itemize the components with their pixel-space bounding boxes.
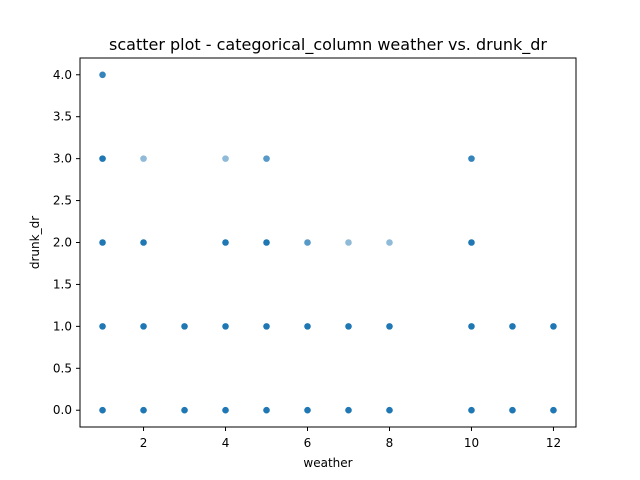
data-point [509, 406, 516, 414]
data-point [468, 239, 475, 246]
data-point [304, 239, 311, 246]
data-point [468, 323, 475, 330]
data-point [222, 155, 229, 162]
data-point [509, 323, 516, 330]
data-point [263, 239, 270, 246]
x-tick-label: 2 [140, 436, 148, 450]
data-point [550, 406, 557, 414]
y-axis-ticks: 0.0 0.5 1.0 1.5 2.0 2.5 3.0 3.5 4.0 [53, 68, 80, 417]
data-point [99, 71, 106, 79]
data-point [140, 406, 147, 414]
y-tick-label: 2.0 [53, 236, 72, 250]
x-tick-label: 8 [386, 436, 394, 450]
x-axis-ticks: 2 4 6 8 10 12 [140, 427, 561, 450]
data-point [550, 323, 557, 330]
data-point [386, 323, 393, 330]
data-point [140, 323, 147, 330]
points-layer [99, 71, 557, 414]
y-tick-label: 3.5 [53, 110, 72, 124]
data-point [263, 155, 270, 162]
data-point [99, 323, 106, 330]
data-point [386, 239, 393, 246]
data-point [304, 323, 311, 330]
y-tick-label: 2.5 [53, 194, 72, 208]
data-point [181, 323, 188, 330]
chart-title: scatter plot - categorical_column weathe… [109, 35, 547, 55]
data-point [140, 155, 147, 162]
data-point [304, 406, 311, 414]
data-point [345, 239, 352, 246]
data-point [222, 323, 229, 330]
data-point [468, 406, 475, 414]
data-point [181, 406, 188, 414]
data-point [222, 239, 229, 246]
data-point [99, 239, 106, 246]
y-axis-label: drunk_dr [28, 216, 42, 269]
data-point [222, 406, 229, 414]
x-axis-label: weather [303, 456, 352, 470]
data-point [263, 323, 270, 330]
data-point [386, 406, 393, 414]
y-tick-label: 1.5 [53, 277, 72, 291]
y-tick-label: 0.5 [53, 361, 72, 375]
data-point [345, 406, 352, 414]
data-point [99, 406, 106, 414]
y-tick-label: 0.0 [53, 403, 72, 417]
data-point [140, 239, 147, 246]
x-tick-label: 4 [222, 436, 230, 450]
data-point [263, 406, 270, 414]
data-point [468, 155, 475, 162]
data-point [99, 155, 106, 162]
y-tick-label: 1.0 [53, 319, 72, 333]
y-tick-label: 3.0 [53, 152, 72, 166]
y-tick-label: 4.0 [53, 68, 72, 82]
x-tick-label: 12 [546, 436, 561, 450]
x-tick-label: 6 [304, 436, 312, 450]
data-point [345, 323, 352, 330]
x-tick-label: 10 [464, 436, 479, 450]
